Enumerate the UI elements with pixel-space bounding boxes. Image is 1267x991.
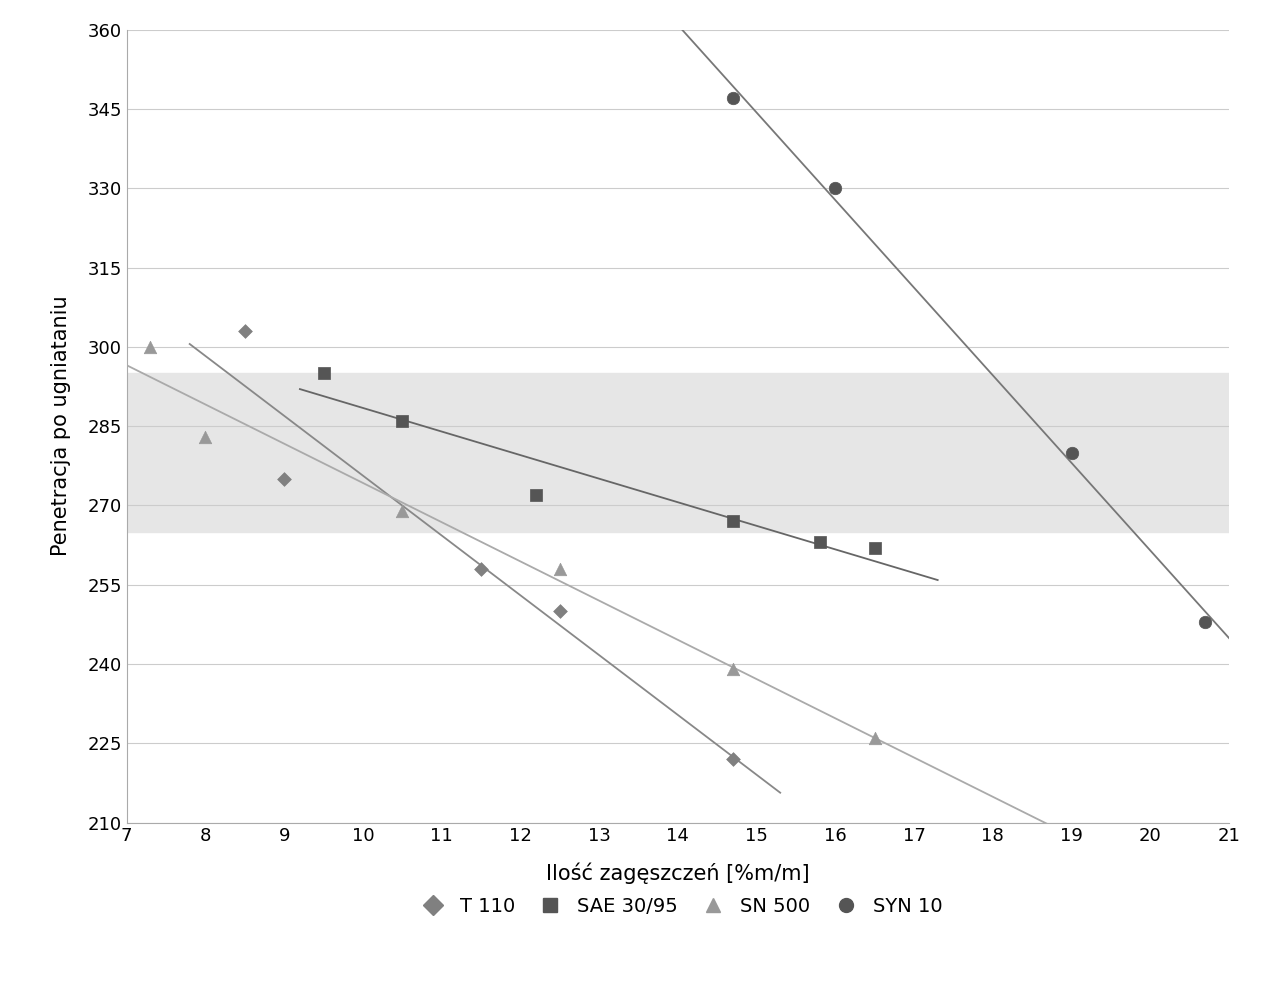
Point bbox=[810, 534, 830, 550]
Point bbox=[722, 513, 742, 529]
Point bbox=[274, 471, 294, 487]
Point bbox=[195, 429, 215, 445]
X-axis label: Ilość zagęszczeń [%m/m]: Ilość zagęszczeń [%m/m] bbox=[546, 862, 810, 884]
Point bbox=[471, 561, 492, 577]
Point bbox=[313, 366, 333, 382]
Point bbox=[550, 561, 570, 577]
Point bbox=[1195, 613, 1215, 629]
Point bbox=[722, 661, 742, 677]
Point bbox=[864, 540, 884, 556]
Y-axis label: Penetracja po ugniataniu: Penetracja po ugniataniu bbox=[51, 296, 71, 556]
Point bbox=[825, 180, 845, 196]
Point bbox=[393, 502, 413, 518]
Point bbox=[722, 90, 742, 106]
Point bbox=[722, 751, 742, 767]
Point bbox=[141, 339, 161, 355]
Point bbox=[1062, 445, 1082, 461]
Point bbox=[393, 413, 413, 429]
Point bbox=[864, 730, 884, 746]
Bar bbox=[127, 374, 1229, 532]
Legend: T 110, SAE 30/95, SN 500, SYN 10: T 110, SAE 30/95, SN 500, SYN 10 bbox=[405, 889, 950, 924]
Point bbox=[234, 323, 255, 339]
Point bbox=[550, 604, 570, 619]
Point bbox=[526, 487, 546, 502]
